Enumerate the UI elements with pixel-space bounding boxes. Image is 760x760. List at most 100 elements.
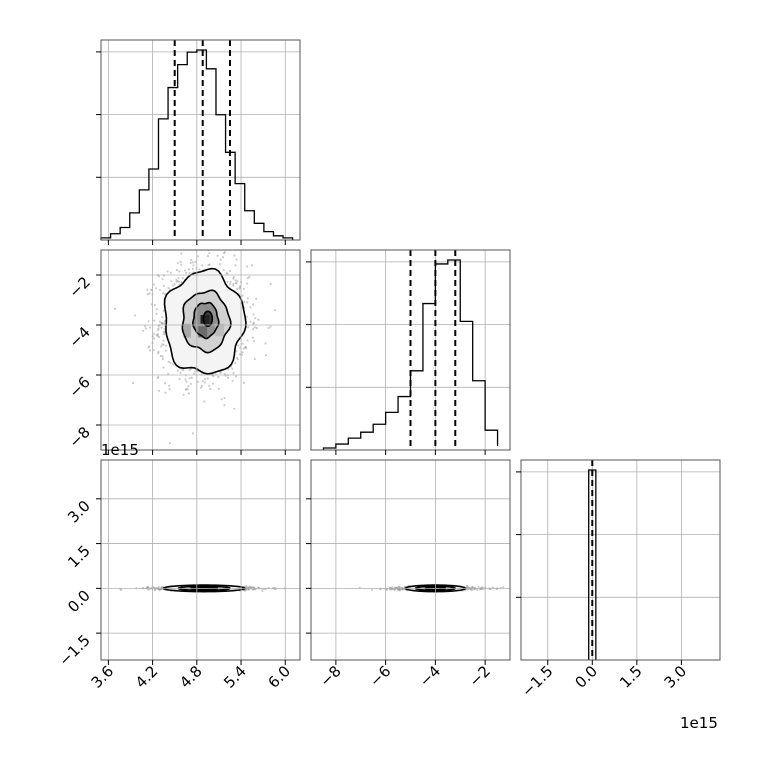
scatter-point (226, 272, 229, 275)
scatter-point (502, 586, 505, 589)
scatter-point (246, 282, 249, 285)
scatter-point (169, 361, 172, 365)
scatter-point (164, 391, 167, 394)
scatter-point (249, 320, 252, 323)
scatter-point (194, 370, 197, 373)
scatter-point (231, 379, 234, 382)
scatter-point (163, 330, 166, 333)
scatter-point (189, 382, 192, 385)
panel-frame (520, 459, 721, 661)
x-tick-label: 6.0 (264, 662, 294, 692)
scatter-point (178, 378, 181, 381)
scatter-point (175, 268, 178, 272)
scatter-point (160, 345, 163, 348)
scatter-point (155, 333, 158, 337)
scatter-point (176, 261, 180, 265)
scatter-point (227, 247, 229, 249)
density-cell (215, 323, 225, 337)
scatter-point (146, 585, 149, 588)
x-tick-label: 0.0 (572, 662, 602, 692)
scatter-point (255, 297, 258, 300)
scatter-point (236, 356, 239, 359)
scatter-point (163, 322, 166, 325)
x-tick-label: −4 (416, 662, 444, 690)
scatter-point (236, 287, 239, 290)
y-tick-label: −2 (65, 273, 93, 301)
scatter-point (254, 588, 257, 591)
scatter-point (180, 263, 183, 266)
y-tick-label: −1.5 (55, 631, 93, 669)
offset-label-y: 1e15 (101, 441, 139, 459)
scatter-point (191, 432, 195, 435)
scatter-point (192, 264, 195, 267)
y-tick-label: −6 (65, 373, 93, 401)
scatter-point (148, 292, 151, 295)
scatter-point (247, 326, 250, 329)
scatter-point (220, 371, 223, 374)
scatter-point (167, 287, 170, 290)
scatter-point (171, 284, 174, 287)
scatter-point (233, 254, 236, 257)
histogram-1 (100, 49, 294, 240)
scatter-point (231, 367, 234, 370)
scatter-point (269, 283, 272, 286)
scatter-point (167, 372, 170, 375)
scatter-point (255, 327, 259, 330)
scatter-point (251, 336, 254, 339)
scatter-point (161, 292, 165, 295)
scatter-point (166, 270, 169, 273)
scatter-point (158, 320, 162, 323)
panel-frame (310, 249, 511, 451)
scatter-point (142, 329, 145, 332)
density-cell (183, 323, 191, 338)
scatter-point (200, 386, 203, 389)
scatter-point (168, 388, 171, 391)
scatter-point (161, 355, 164, 358)
scatter-point (146, 293, 149, 296)
scatter-point (237, 344, 240, 347)
contour-line (181, 289, 232, 354)
scatter-point (164, 293, 167, 296)
scatter-point (226, 280, 229, 284)
scatter-point (220, 398, 223, 401)
scatter-point (218, 263, 221, 266)
x-tick-label: 3.6 (88, 662, 118, 692)
scatter-point (234, 375, 237, 378)
panel-frame (100, 459, 301, 661)
contour-line (192, 301, 220, 340)
scatter-point (157, 275, 160, 278)
scatter-point (134, 314, 137, 317)
scatter-point (236, 280, 239, 283)
scatter-point (164, 382, 167, 385)
scatter-point (196, 255, 200, 258)
scatter-point (229, 283, 232, 286)
scatter-point (249, 306, 252, 309)
scatter-point (232, 284, 235, 287)
scatter-point (153, 319, 156, 322)
scatter-point (466, 585, 469, 588)
scatter-point (147, 320, 150, 323)
scatter-point (398, 585, 401, 589)
scatter-point (185, 388, 188, 391)
scatter-point (267, 326, 270, 330)
scatter-point (160, 326, 163, 329)
scatter-point (146, 288, 149, 291)
scatter-point (243, 381, 246, 384)
scatter-point (208, 384, 211, 387)
scatter-point (217, 375, 220, 379)
hist-panel-1 (96, 39, 301, 245)
scatter-point (180, 281, 183, 284)
scatter-point (245, 585, 248, 588)
scatter-point (234, 361, 237, 364)
scatter-point (179, 371, 182, 374)
density-cell (200, 315, 210, 324)
scatter-point (185, 271, 188, 275)
scatter-point (235, 258, 238, 261)
scatter-point (132, 382, 135, 385)
scatter-point (269, 325, 272, 328)
scatter-point (178, 270, 181, 273)
panel-content (113, 247, 277, 445)
scatter-point (160, 321, 163, 324)
scatter-point (246, 297, 249, 300)
